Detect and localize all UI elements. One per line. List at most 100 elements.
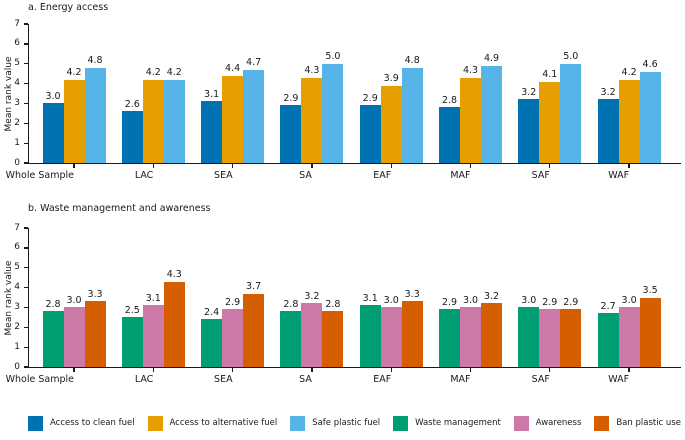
bar-ban-plastic-use: [322, 311, 344, 367]
y-tick-label: 1: [14, 341, 20, 352]
y-tick-label: 7: [14, 18, 20, 29]
y-tick-mark: [23, 23, 28, 25]
bar-value-label: 3.0: [383, 294, 399, 306]
bar-access-to-alternative-fuel: [63, 79, 85, 163]
bar-access-to-clean-fuel: [439, 107, 460, 163]
y-tick-mark: [23, 306, 28, 309]
bar-value-label: 2.9: [441, 296, 458, 308]
y-tick-label: 6: [14, 38, 20, 49]
bar-value-label: 4.2: [166, 67, 182, 79]
x-tick-mark: [549, 164, 551, 168]
legend-item-safe-plastic-fuel: Safe plastic fuel: [290, 415, 380, 431]
bar-waste-management: [201, 319, 223, 367]
bar-access-to-clean-fuel: [359, 105, 381, 163]
x-category-label: SAF: [531, 374, 550, 385]
legend-item-awareness: Awareness: [513, 415, 581, 431]
bar-access-to-alternative-fuel: [618, 79, 640, 163]
bar-value-label: 2.8: [45, 298, 61, 310]
bar-value-label: 2.8: [441, 94, 458, 106]
bar-value-label: 4.7: [246, 57, 262, 69]
bar-value-label: 2.6: [124, 98, 140, 110]
bar-safe-plastic-fuel: [639, 71, 661, 163]
bar-value-label: 5.0: [563, 51, 579, 63]
x-category-label: SA: [299, 374, 312, 385]
bar-value-label: 3.2: [304, 290, 320, 302]
x-category-label: Whole Sample: [5, 374, 74, 385]
bar-value-label: 2.9: [225, 296, 241, 308]
x-category-label: WAF: [608, 170, 630, 181]
bar-waste-management: [280, 311, 302, 367]
bar-access-to-clean-fuel: [42, 103, 64, 163]
bar-awareness: [63, 307, 85, 367]
bar-value-label: 2.7: [600, 300, 616, 312]
legend-item-ban-plastic-use: Ban plastic use: [594, 415, 681, 431]
x-tick-mark: [469, 368, 472, 372]
x-tick-mark: [311, 368, 313, 372]
y-tick-mark: [23, 227, 28, 229]
x-category-label: EAF: [373, 374, 392, 385]
y-tick-mark: [23, 247, 28, 249]
bar-value-label: 2.8: [283, 298, 299, 310]
x-tick-mark: [231, 164, 234, 168]
y-tick-mark: [23, 82, 28, 85]
bar-ban-plastic-use: [163, 281, 185, 367]
x-category-label: EAF: [373, 170, 392, 181]
bar-safe-plastic-fuel: [401, 67, 423, 163]
x-tick-mark: [73, 164, 75, 168]
bar-access-to-alternative-fuel: [301, 77, 323, 163]
bar-value-label: 4.3: [166, 269, 182, 281]
bar-value-label: 4.3: [304, 65, 320, 77]
x-tick-mark: [628, 164, 630, 168]
bar-value-label: 3.0: [462, 294, 479, 306]
legend-item-waste-management: Waste management: [393, 415, 501, 431]
x-category-label: Whole Sample: [5, 170, 74, 181]
x-category-label: SA: [299, 170, 312, 181]
y-tick-label: 3: [14, 97, 20, 108]
bar-awareness: [460, 307, 481, 367]
y-tick-label: 0: [14, 157, 20, 168]
bar-access-to-clean-fuel: [597, 99, 619, 163]
y-tick-label: 2: [14, 117, 20, 128]
y-tick-label: 2: [14, 321, 20, 332]
access-to-clean-fuel-swatch: [28, 415, 43, 431]
bar-value-label: 2.5: [124, 304, 140, 316]
x-tick-mark: [311, 164, 313, 168]
x-tick-mark: [231, 368, 234, 372]
y-tick-mark: [23, 326, 28, 328]
bar-value-label: 3.9: [383, 73, 399, 85]
x-tick-mark: [152, 164, 154, 168]
bar-waste-management: [597, 313, 619, 367]
y-tick-mark: [23, 162, 28, 164]
bar-access-to-alternative-fuel: [460, 77, 481, 163]
bar-value-label: 3.0: [45, 90, 61, 102]
bar-value-label: 4.1: [542, 69, 558, 81]
bar-value-label: 3.1: [145, 292, 161, 304]
bar-ban-plastic-use: [481, 303, 502, 367]
bar-ban-plastic-use: [243, 293, 265, 367]
bar-value-label: 3.1: [204, 88, 220, 100]
panel-title: a. Energy access: [28, 2, 109, 13]
bar-value-label: 3.0: [621, 294, 637, 306]
bar-waste-management: [518, 307, 540, 367]
bar-waste-management: [439, 309, 460, 367]
y-tick-label: 4: [14, 78, 20, 89]
y-tick-mark: [23, 267, 28, 269]
bar-value-label: 3.5: [642, 285, 658, 296]
bar-value-label: 3.3: [404, 288, 420, 300]
y-tick-mark: [23, 43, 28, 45]
panel-waste-management-awareness: b. Waste management and awareness Mean ra…: [0, 198, 685, 396]
bar-value-label: 4.4: [225, 63, 241, 75]
bar-value-label: 4.6: [642, 59, 658, 71]
bar-access-to-alternative-fuel: [222, 75, 244, 163]
ban-plastic-use-swatch: [594, 415, 610, 431]
x-tick-mark: [152, 368, 154, 372]
bar-access-to-alternative-fuel: [539, 81, 561, 163]
bar-awareness: [380, 307, 402, 367]
y-tick-mark: [23, 102, 28, 105]
panel-title: b. Waste management and awareness: [28, 203, 211, 214]
bar-value-label: 2.9: [283, 92, 299, 104]
bar-access-to-clean-fuel: [280, 105, 302, 163]
bar-safe-plastic-fuel: [84, 67, 106, 163]
x-tick-mark: [549, 368, 551, 372]
x-category-label: MAF: [450, 170, 471, 181]
